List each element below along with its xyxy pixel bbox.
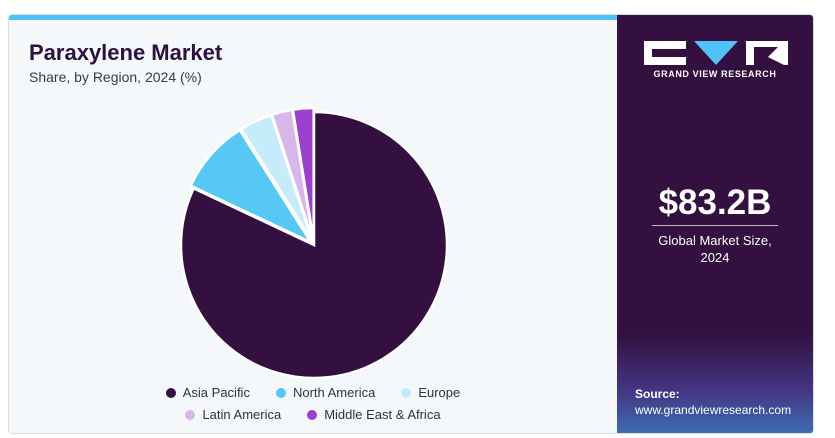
source-label: Source: [635, 387, 680, 401]
market-size-value: $83.2B [658, 183, 772, 222]
chart-subtitle: Share, by Region, 2024 (%) [29, 69, 202, 85]
legend-item: Europe [401, 385, 460, 400]
legend-swatch-icon [275, 387, 286, 398]
market-size-label-line2: 2024 [700, 250, 730, 265]
legend-label: Middle East & Africa [324, 407, 441, 422]
decorative-grid [617, 333, 813, 433]
pie-chart [179, 106, 449, 380]
legend-swatch-icon [185, 409, 196, 420]
chart-card: Paraxylene Market Share, by Region, 2024… [8, 14, 814, 434]
legend-item: Latin America [185, 407, 281, 422]
market-size-label-line1: Global Market Size, [658, 233, 772, 248]
pie-slice-north-america [188, 128, 315, 246]
legend-label: Europe [418, 385, 461, 400]
legend-item: Asia Pacific [165, 385, 250, 400]
legend-label: Asia Pacific [182, 385, 250, 400]
legend-swatch-icon [401, 387, 412, 398]
brand-name: GRAND VIEW RESEARCH [653, 69, 777, 79]
divider [652, 225, 778, 226]
legend-label: Latin America [202, 407, 282, 422]
legend-label: North America [292, 385, 376, 400]
legend-swatch-icon [307, 409, 318, 420]
legend-row: Asia Pacific North America Europe [9, 385, 617, 400]
pie-slice-middle-east-africa [291, 106, 315, 242]
market-size-label: Global Market Size, 2024 [617, 232, 813, 266]
legend-row: Latin America Middle East & Africa [9, 407, 617, 422]
legend-swatch-icon [165, 387, 176, 398]
source-url[interactable]: www.grandviewresearch.com [635, 403, 792, 417]
info-panel: GRAND VIEW RESEARCH $83.2B Global Market… [617, 15, 813, 433]
legend-item: North America [275, 385, 376, 400]
grand-view-research-logo-icon [644, 41, 788, 65]
legend: Asia Pacific North America Europe Latin Am… [9, 385, 617, 429]
chart-panel: Paraxylene Market Share, by Region, 2024… [9, 20, 617, 433]
legend-item: Middle East & Africa [307, 407, 441, 422]
chart-title: Paraxylene Market [29, 40, 223, 65]
accent-bar [9, 15, 617, 20]
